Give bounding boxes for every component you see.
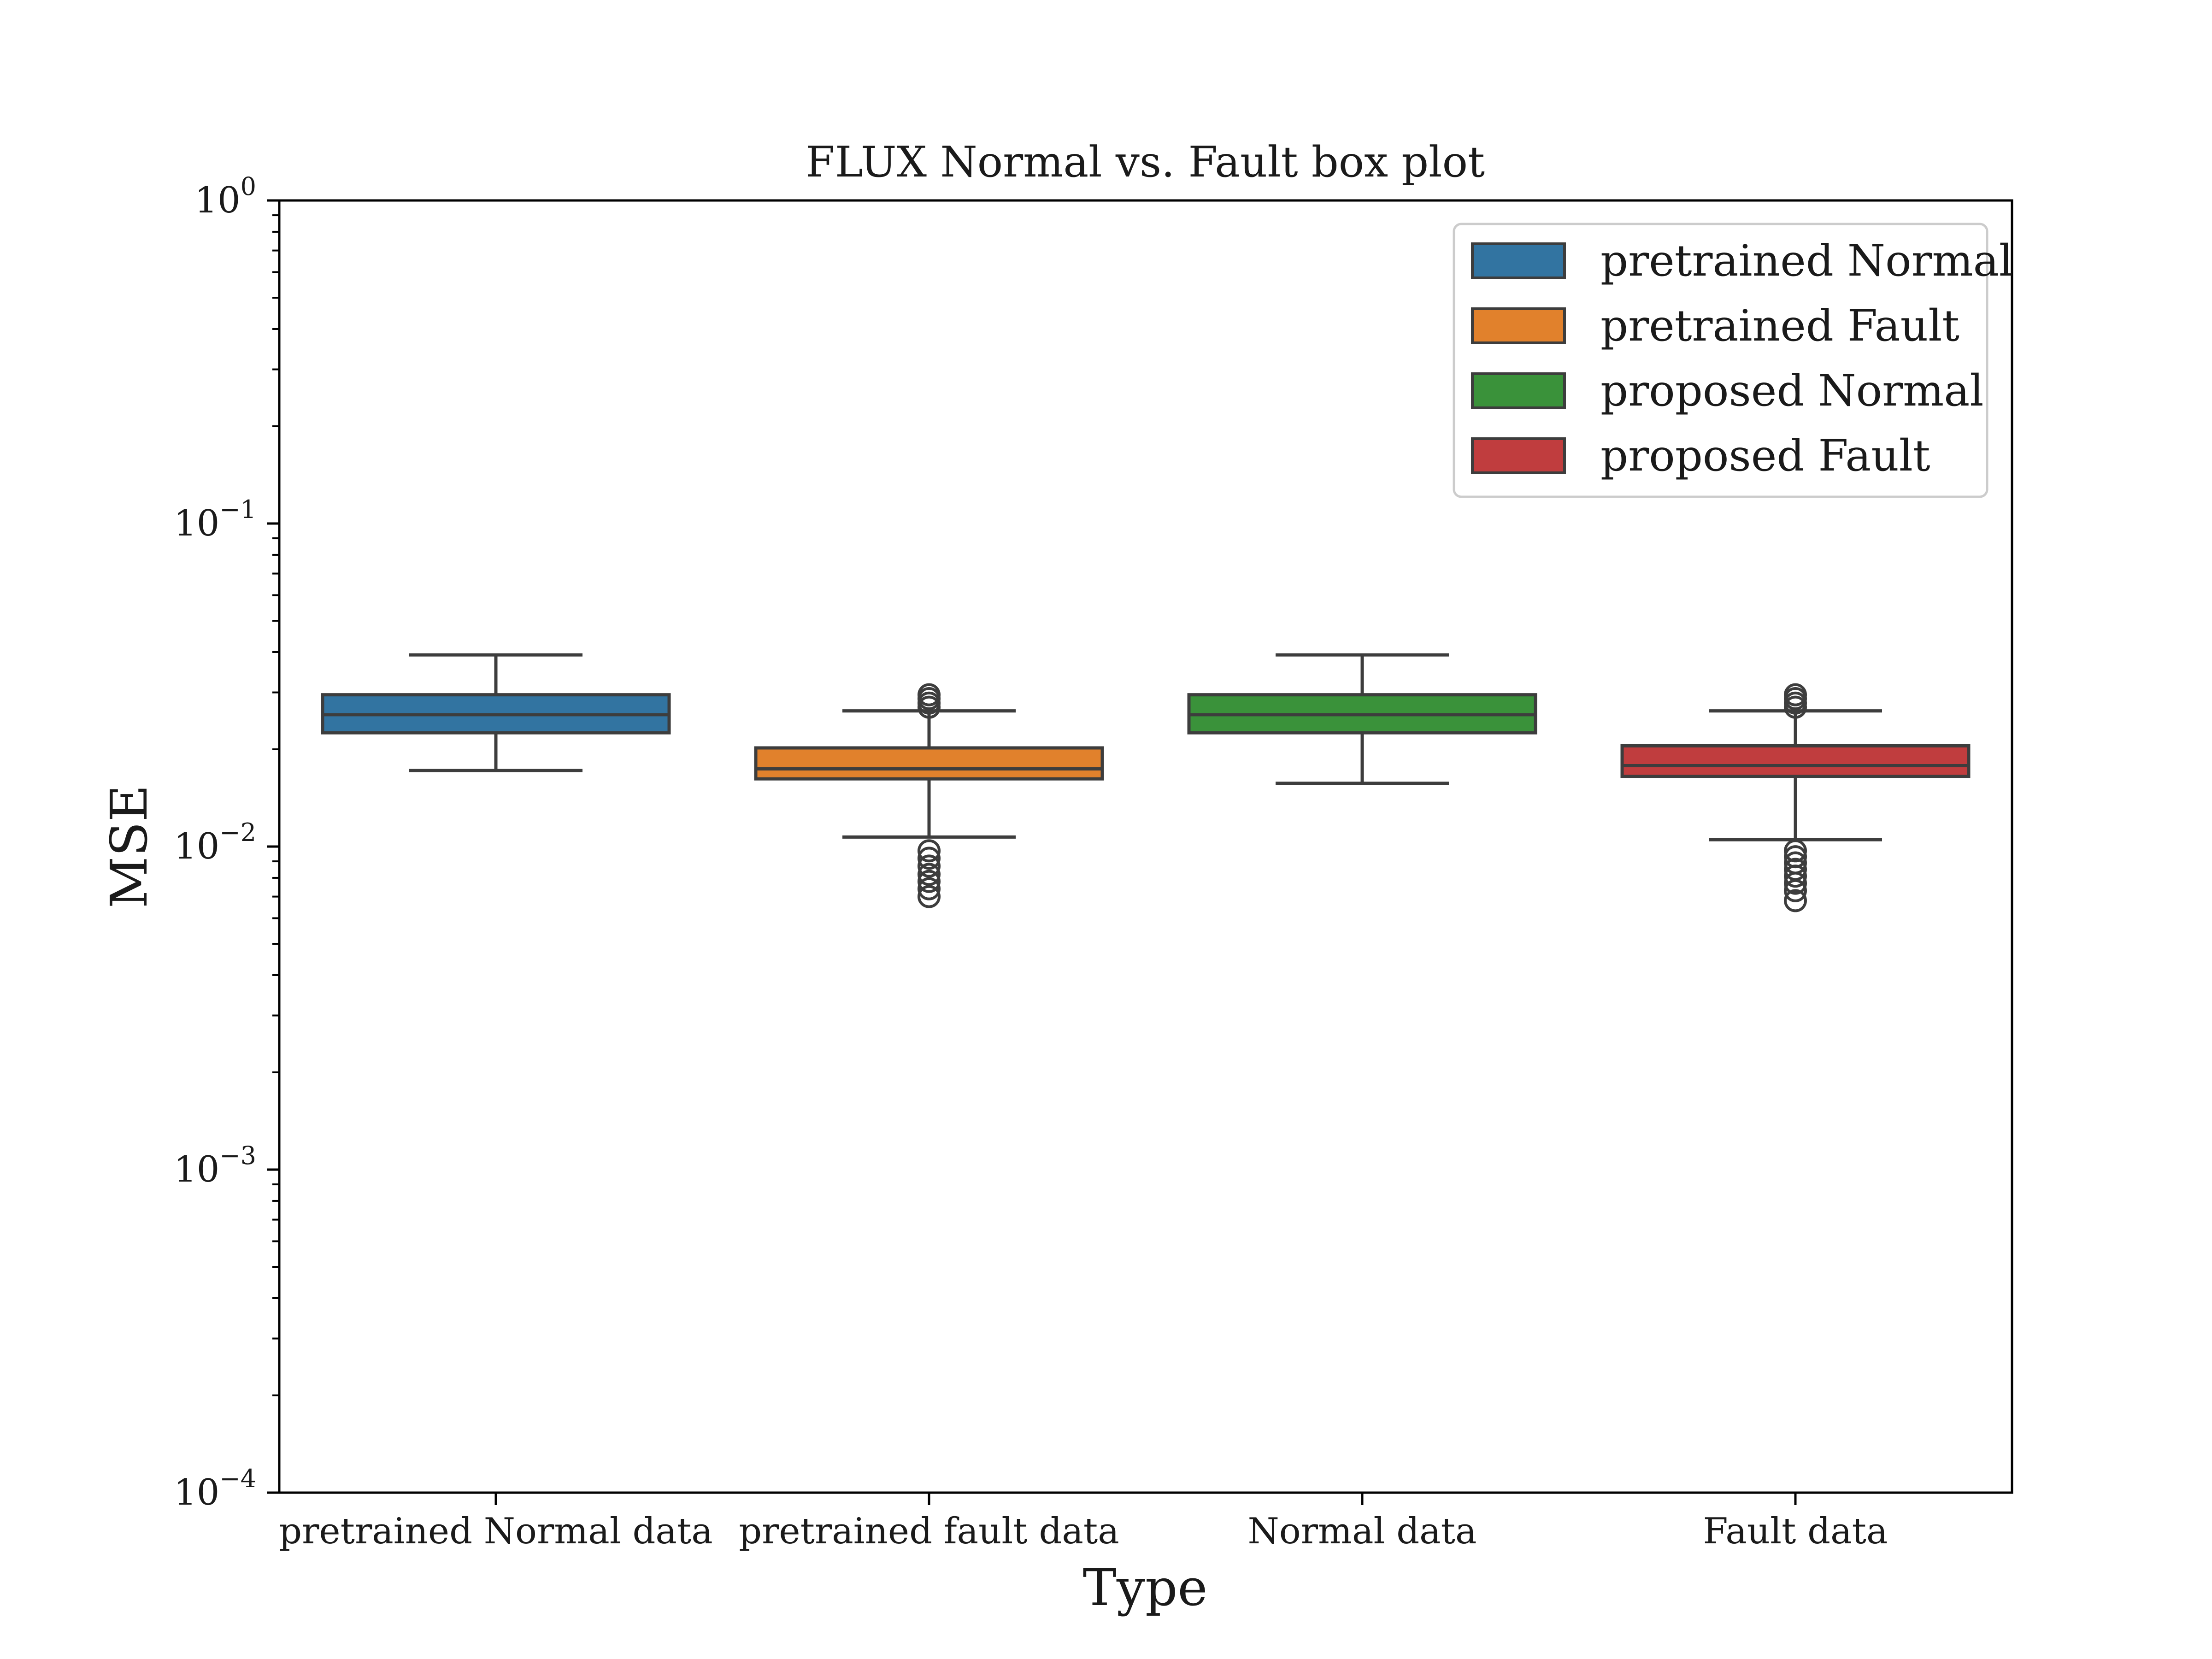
box-iqr [1620,744,1971,778]
legend-entry-label: proposed Normal [1600,366,1983,416]
outlier-point [1784,839,1807,863]
legend: pretrained Normal pretrained Fault propose… [1453,223,2013,498]
outlier-point [1784,871,1807,895]
y-tick-label: 100 [194,172,256,221]
box-group [321,653,671,772]
outlier-point [918,854,941,878]
legend-frame [1453,223,1988,498]
outlier-point [1784,879,1807,902]
y-tick-label: 10−1 [174,495,256,544]
x-tick-label: Fault data [1703,1511,1888,1552]
x-axis-title: Type [1082,1558,1207,1617]
outlier-point [918,863,941,886]
x-tick-label: Normal data [1248,1511,1477,1552]
legend-entry-label: pretrained Fault [1600,301,1959,351]
y-tick-label: 10−2 [174,818,256,867]
legend-entry-label: pretrained Normal [1600,236,2013,286]
legend-swatch [1471,372,1566,409]
y-tick-label: 10−4 [174,1464,256,1513]
x-tick-label: pretrained Normal data [279,1511,713,1552]
outlier-point [918,847,941,870]
legend-swatch [1471,307,1566,344]
box-iqr [754,746,1104,781]
box-group [754,683,1104,908]
y-axis-title: MSE [100,785,159,908]
outlier-point [918,839,941,863]
x-tick-label: pretrained fault data [739,1511,1119,1552]
box-group [1620,683,1971,912]
outlier-point [1784,695,1807,719]
outlier-point [1784,865,1807,888]
chart-title: FLUX Normal vs. Fault box plot [806,137,1485,187]
legend-swatch [1471,437,1566,474]
outlier-point [1784,889,1807,912]
legend-swatch [1471,242,1566,279]
outlier-point [918,870,941,893]
x-axis: pretrained Normal data pretrained fault d… [279,1493,1888,1552]
outlier-point [918,877,941,900]
box-group [1187,653,1537,785]
legend-entry-label: proposed Fault [1600,431,1930,481]
outlier-point [918,885,941,908]
y-tick-label: 10−3 [174,1141,256,1190]
y-axis: 100 10−1 10−2 10−3 10−4 [174,172,279,1513]
boxes-layer [321,653,1971,912]
outlier-point [918,695,941,719]
